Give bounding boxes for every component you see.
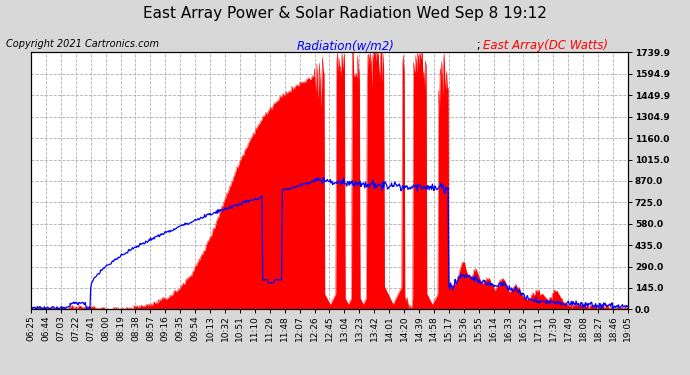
Text: Radiation(w/m2): Radiation(w/m2) <box>297 39 395 53</box>
Text: East Array(DC Watts): East Array(DC Watts) <box>483 39 608 53</box>
Text: Copyright 2021 Cartronics.com: Copyright 2021 Cartronics.com <box>6 39 159 50</box>
Text: ;: ; <box>473 39 484 53</box>
Text: East Array Power & Solar Radiation Wed Sep 8 19:12: East Array Power & Solar Radiation Wed S… <box>143 6 547 21</box>
